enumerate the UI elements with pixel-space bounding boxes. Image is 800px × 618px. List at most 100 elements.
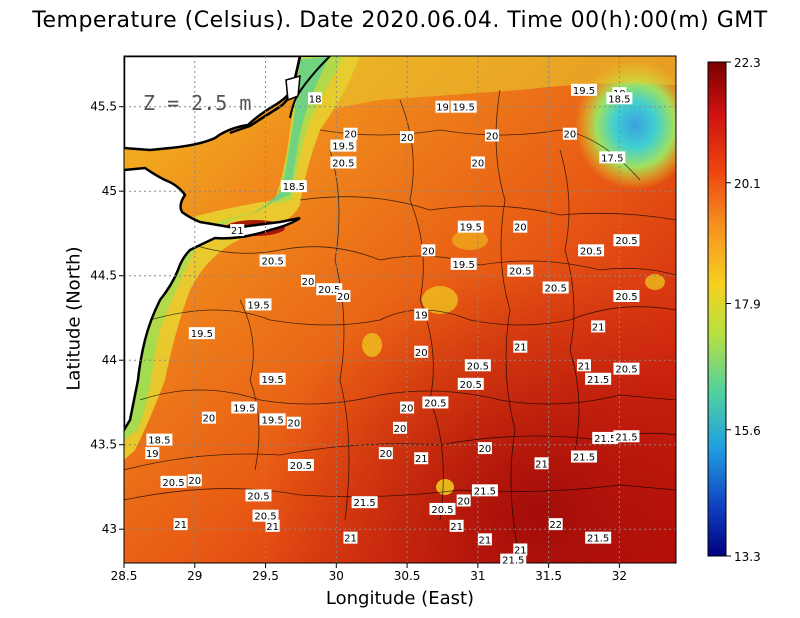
- contour-label-text: 20.5: [162, 478, 184, 489]
- contour-label: 20: [393, 421, 407, 435]
- contour-label-box: [414, 308, 429, 321]
- y-tick-label: 43: [102, 522, 117, 536]
- contour-label: 19: [435, 100, 450, 114]
- contour-label: 18.5: [280, 180, 307, 193]
- contour-label-text: 21: [344, 534, 357, 545]
- contour-label-box: [421, 244, 436, 257]
- contour-label-text: 20.5: [431, 505, 453, 516]
- y-tick-label: 43.5: [90, 438, 117, 452]
- contour-label-text: 21: [450, 522, 463, 533]
- contour-label-box: [287, 458, 314, 471]
- contour-label-text: 20: [203, 414, 216, 425]
- contour-label: 21: [343, 531, 358, 545]
- contour-label-box: [145, 447, 160, 460]
- contour-label: 20: [400, 131, 415, 144]
- y-axis-ticks: 43 43.5 44 44.5 45 45.5: [90, 100, 124, 536]
- contour-label-box: [599, 151, 626, 164]
- x-axis-ticks: 28.5 29 29.5 30 30.5 31 31.5 32: [111, 563, 627, 583]
- contour-label-text: 20: [479, 444, 492, 455]
- contour-label-text: 20.5: [615, 292, 637, 303]
- contour-label: 21.5: [585, 372, 612, 386]
- x-tick-label: 28.5: [111, 569, 138, 583]
- contour-label-text: 19.5: [191, 329, 213, 340]
- contour-label: 17.5: [599, 151, 626, 164]
- contour-label-box: [343, 127, 358, 140]
- colorbar-tick-label: 22.3: [734, 56, 761, 70]
- contour-label-text: 21.5: [353, 498, 375, 509]
- contour-label-box: [585, 531, 612, 544]
- contour-label-text: 19.5: [573, 86, 595, 97]
- contour-label: 18.5: [146, 433, 173, 447]
- contour-label: 19.5: [188, 327, 215, 340]
- contour-label-text: 20: [415, 348, 428, 359]
- contour-label-text: 20.5: [290, 461, 312, 472]
- contour-label-box: [513, 543, 528, 556]
- contour-label-box: [393, 421, 407, 434]
- contour-label: 20: [378, 447, 393, 460]
- contour-label-text: 20: [188, 476, 201, 487]
- x-axis-label: Longitude (East): [325, 588, 475, 609]
- y-axis-label: Latitude (North): [63, 246, 85, 391]
- contour-label-box: [330, 156, 357, 169]
- x-tick-label: 29: [187, 569, 202, 583]
- contour-label-text: 19: [436, 103, 449, 114]
- contour-label-box: [286, 416, 301, 429]
- contour-label-text: 21.5: [615, 432, 637, 443]
- contour-label: 20.5: [464, 359, 491, 372]
- contour-label: 20.5: [578, 244, 605, 257]
- contour-label-text: 21: [479, 535, 492, 546]
- contour-label: 20: [414, 345, 429, 359]
- contour-label: 20.5: [245, 489, 272, 502]
- x-tick-label: 31: [470, 569, 485, 583]
- plot-frame: [123, 55, 677, 564]
- contour-label-box: [456, 494, 471, 507]
- contour-label: 20: [336, 289, 351, 303]
- contour-label-text: 20.5: [424, 398, 446, 409]
- contour-label-box: [450, 257, 477, 270]
- contour-label-box: [613, 234, 640, 247]
- contour-label: 19.5: [457, 220, 484, 234]
- contour-label-box: [245, 298, 272, 311]
- contour-label-box: [146, 433, 173, 446]
- contour-label-box: [449, 519, 464, 532]
- contour-label-box: [513, 220, 528, 233]
- contour-label-text: 19: [415, 311, 428, 322]
- contour-label-text: 20: [287, 419, 300, 430]
- contour-label-text: 20.5: [332, 158, 354, 169]
- x-tick-label: 30.5: [394, 569, 421, 583]
- contour-label-text: 20: [337, 292, 350, 303]
- contour-label-text: 20: [486, 131, 499, 142]
- contour-label-box: [613, 430, 640, 443]
- contour-label: 20.5: [613, 362, 640, 376]
- contour-label-text: 21: [592, 322, 605, 333]
- contour-label: 18.5: [606, 92, 633, 105]
- contour-label: 21: [477, 533, 492, 546]
- contour-label: 20: [477, 442, 492, 455]
- contour-label-box: [534, 457, 549, 470]
- contour-label-box: [571, 83, 597, 96]
- y-tick-label: 45.5: [90, 100, 117, 114]
- contour-label-box: [245, 489, 272, 502]
- x-tick-label: 31.5: [535, 569, 562, 583]
- contour-label: 19.5: [450, 257, 477, 271]
- contour-label: 19.5: [259, 372, 286, 386]
- contour-label: 21: [591, 320, 606, 333]
- contour-label: 20: [562, 127, 577, 141]
- contour-label-text: 21: [578, 361, 591, 372]
- contour-label-box: [231, 401, 258, 414]
- contour-label-text: 20: [379, 449, 392, 460]
- contour-label: 19.5: [245, 298, 272, 311]
- contour-label-box: [613, 289, 640, 302]
- contour-label-box: [457, 220, 484, 233]
- contour-label-box: [265, 519, 280, 532]
- contour-label-box: [316, 283, 343, 296]
- contour-label: 20: [456, 494, 471, 507]
- contour-label-box: [308, 92, 323, 105]
- contour-label-text: 19.5: [453, 103, 475, 114]
- contour-label-box: [457, 377, 484, 390]
- x-tick-label: 29.5: [252, 569, 279, 583]
- contour-label: 20.5: [330, 156, 357, 169]
- contour-label: 20.5: [507, 264, 534, 278]
- contour-label: 20.5: [613, 234, 640, 247]
